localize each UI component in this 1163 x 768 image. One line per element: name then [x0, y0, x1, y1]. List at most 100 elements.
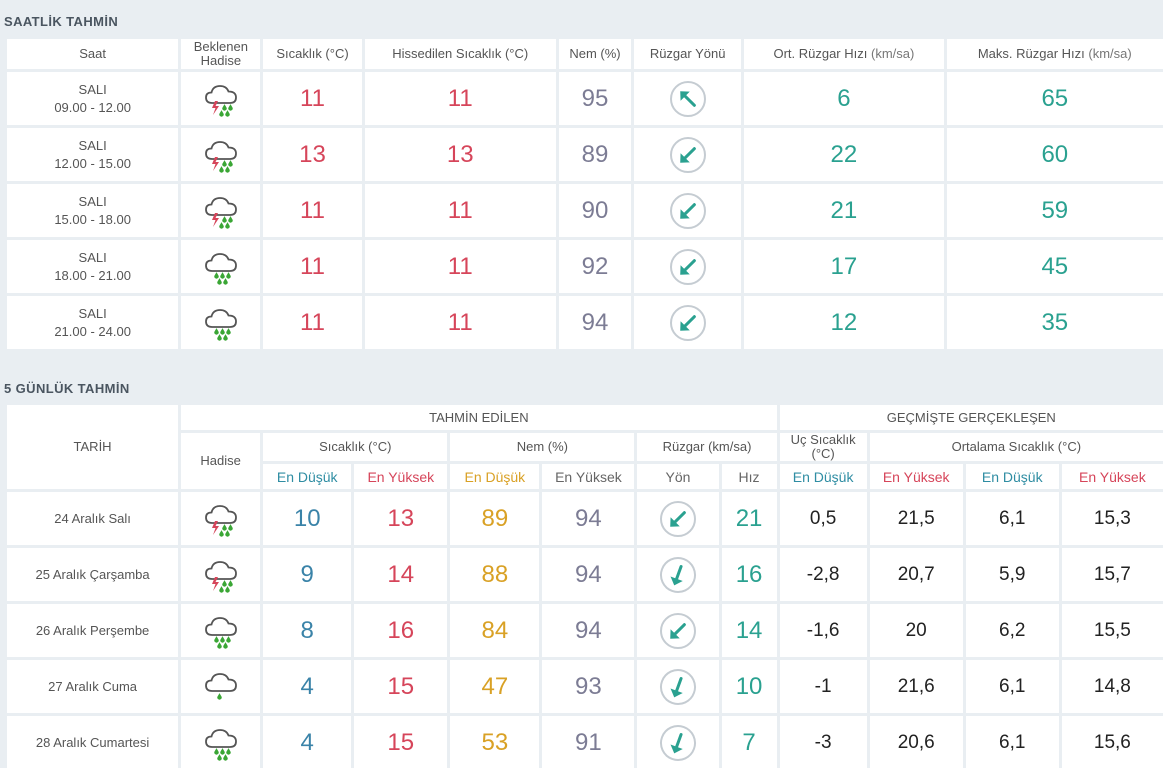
- table-row: 24 Aralık Salı 10 13 89 94 21 0,5 21,5 6…: [7, 492, 1163, 545]
- avg-max-value: 15,3: [1061, 492, 1163, 545]
- header-wind-speed: Hız: [721, 464, 777, 489]
- feels-like-value: 13: [364, 128, 556, 181]
- header-wind: Rüzgar (km/sa): [637, 433, 777, 461]
- humidity-max-value: 94: [542, 548, 635, 601]
- avg-wind-value: 22: [744, 128, 944, 181]
- max-wind-value: 59: [946, 184, 1163, 237]
- humidity-value: 89: [558, 128, 632, 181]
- max-wind-value: 65: [946, 72, 1163, 125]
- event-cell: [181, 716, 261, 768]
- temp-min-value: 4: [263, 660, 352, 713]
- daily-header-row-3: En Düşük En Yüksek En Düşük En Yüksek Yö…: [7, 464, 1163, 489]
- table-row: SALI 09.00 - 12.00 11 11 95 6 65: [7, 72, 1163, 125]
- extreme-min-value: -3: [779, 716, 867, 768]
- event-cell: [181, 548, 261, 601]
- header-avg-wind-label: Ort. Rüzgar Hızı: [773, 46, 868, 61]
- header-humidity-max: En Yüksek: [542, 464, 635, 489]
- wind-direction-cell: [634, 128, 742, 181]
- header-avg-max: En Yüksek: [1061, 464, 1163, 489]
- header-max-wind-label: Maks. Rüzgar Hızı: [977, 46, 1085, 61]
- drizzle-icon: [204, 672, 237, 700]
- day-label: SALI: [78, 249, 107, 265]
- table-row: 27 Aralık Cuma 4 15 47 93 10 -1 21,6 6,1…: [7, 660, 1163, 713]
- header-avg-wind-unit: (km/sa): [871, 46, 915, 61]
- time-range: 21.00 - 24.00: [54, 323, 131, 339]
- header-max-wind-unit: (km/sa): [1088, 46, 1132, 61]
- header-past: GEÇMİŞTE GERÇEKLEŞEN: [779, 405, 1163, 430]
- table-row: SALI 21.00 - 24.00 11 11 94 12 35: [7, 296, 1163, 349]
- avg-max-value: 15,7: [1061, 548, 1163, 601]
- day-label: SALI: [78, 193, 107, 209]
- temp-min-value: 4: [263, 716, 352, 768]
- temp-max-value: 15: [354, 660, 448, 713]
- table-row: 25 Aralık Çarşamba 9 14 88 94 16 -2,8 20…: [7, 548, 1163, 601]
- header-avg-min: En Düşük: [965, 464, 1059, 489]
- table-row: SALI 12.00 - 15.00 13 13 89 22 60: [7, 128, 1163, 181]
- feels-like-value: 11: [364, 296, 556, 349]
- wind-direction-icon: [658, 499, 697, 538]
- temp-max-value: 15: [354, 716, 448, 768]
- time-slot-cell: SALI 18.00 - 21.00: [7, 240, 179, 293]
- temp-min-value: 10: [263, 492, 352, 545]
- header-avg-wind: Ort. Rüzgar Hızı (km/sa): [744, 39, 944, 69]
- header-extreme-max: En Yüksek: [869, 464, 963, 489]
- daily-forecast-table: TARİH TAHMİN EDİLEN GEÇMİŞTE GERÇEKLEŞEN…: [4, 402, 1163, 768]
- wind-speed-value: 21: [721, 492, 777, 545]
- table-row: SALI 18.00 - 21.00 11 11 92 17 45: [7, 240, 1163, 293]
- day-label: SALI: [78, 81, 107, 97]
- wind-direction-icon: [658, 723, 697, 762]
- temp-max-value: 16: [354, 604, 448, 657]
- humidity-value: 94: [558, 296, 632, 349]
- temp-min-value: 8: [263, 604, 352, 657]
- thunderstorm-rain-icon: [204, 84, 237, 117]
- header-max-wind: Maks. Rüzgar Hızı (km/sa): [946, 39, 1163, 69]
- temperature-value: 11: [263, 184, 362, 237]
- avg-wind-value: 17: [744, 240, 944, 293]
- wind-speed-value: 10: [721, 660, 777, 713]
- extreme-max-value: 20: [869, 604, 963, 657]
- wind-direction-cell: [637, 492, 719, 545]
- temperature-value: 11: [263, 240, 362, 293]
- wind-direction-cell: [634, 240, 742, 293]
- wind-direction-icon: [668, 191, 707, 230]
- thunderstorm-rain-icon: [204, 504, 237, 537]
- extreme-min-value: -1: [779, 660, 867, 713]
- wind-direction-cell: [637, 660, 719, 713]
- wind-speed-value: 16: [721, 548, 777, 601]
- extreme-min-value: 0,5: [779, 492, 867, 545]
- extreme-min-value: -2,8: [779, 548, 867, 601]
- humidity-max-value: 94: [542, 604, 635, 657]
- wind-speed-value: 7: [721, 716, 777, 768]
- wind-direction-cell: [637, 716, 719, 768]
- time-range: 18.00 - 21.00: [54, 267, 131, 283]
- header-wind-direction: Yön: [637, 464, 719, 489]
- hourly-section-title: SAATLİK TAHMİN: [4, 14, 119, 29]
- extreme-max-value: 20,6: [869, 716, 963, 768]
- event-cell: [181, 184, 261, 237]
- wind-direction-cell: [637, 548, 719, 601]
- wind-direction-cell: [634, 296, 742, 349]
- date-cell: 28 Aralık Cumartesi: [7, 716, 179, 768]
- max-wind-value: 60: [946, 128, 1163, 181]
- header-temp: Sıcaklık (°C): [263, 433, 448, 461]
- humidity-value: 95: [558, 72, 632, 125]
- time-slot-cell: SALI 21.00 - 24.00: [7, 296, 179, 349]
- extreme-max-value: 21,5: [869, 492, 963, 545]
- humidity-min-value: 47: [450, 660, 540, 713]
- time-slot-cell: SALI 09.00 - 12.00: [7, 72, 179, 125]
- daily-section-title: 5 GÜNLÜK TAHMİN: [4, 381, 130, 396]
- avg-max-value: 15,6: [1061, 716, 1163, 768]
- avg-wind-value: 6: [744, 72, 944, 125]
- rain-icon: [204, 728, 237, 761]
- humidity-min-value: 84: [450, 604, 540, 657]
- time-range: 09.00 - 12.00: [54, 99, 131, 115]
- time-range: 15.00 - 18.00: [54, 211, 131, 227]
- header-avg-temp: Ortalama Sıcaklık (°C): [869, 433, 1163, 461]
- header-extreme-temp: Uç Sıcaklık (°C): [779, 433, 867, 461]
- humidity-min-value: 88: [450, 548, 540, 601]
- temperature-value: 11: [263, 296, 362, 349]
- date-cell: 26 Aralık Perşembe: [7, 604, 179, 657]
- temperature-value: 13: [263, 128, 362, 181]
- event-cell: [181, 128, 261, 181]
- wind-direction-cell: [634, 72, 742, 125]
